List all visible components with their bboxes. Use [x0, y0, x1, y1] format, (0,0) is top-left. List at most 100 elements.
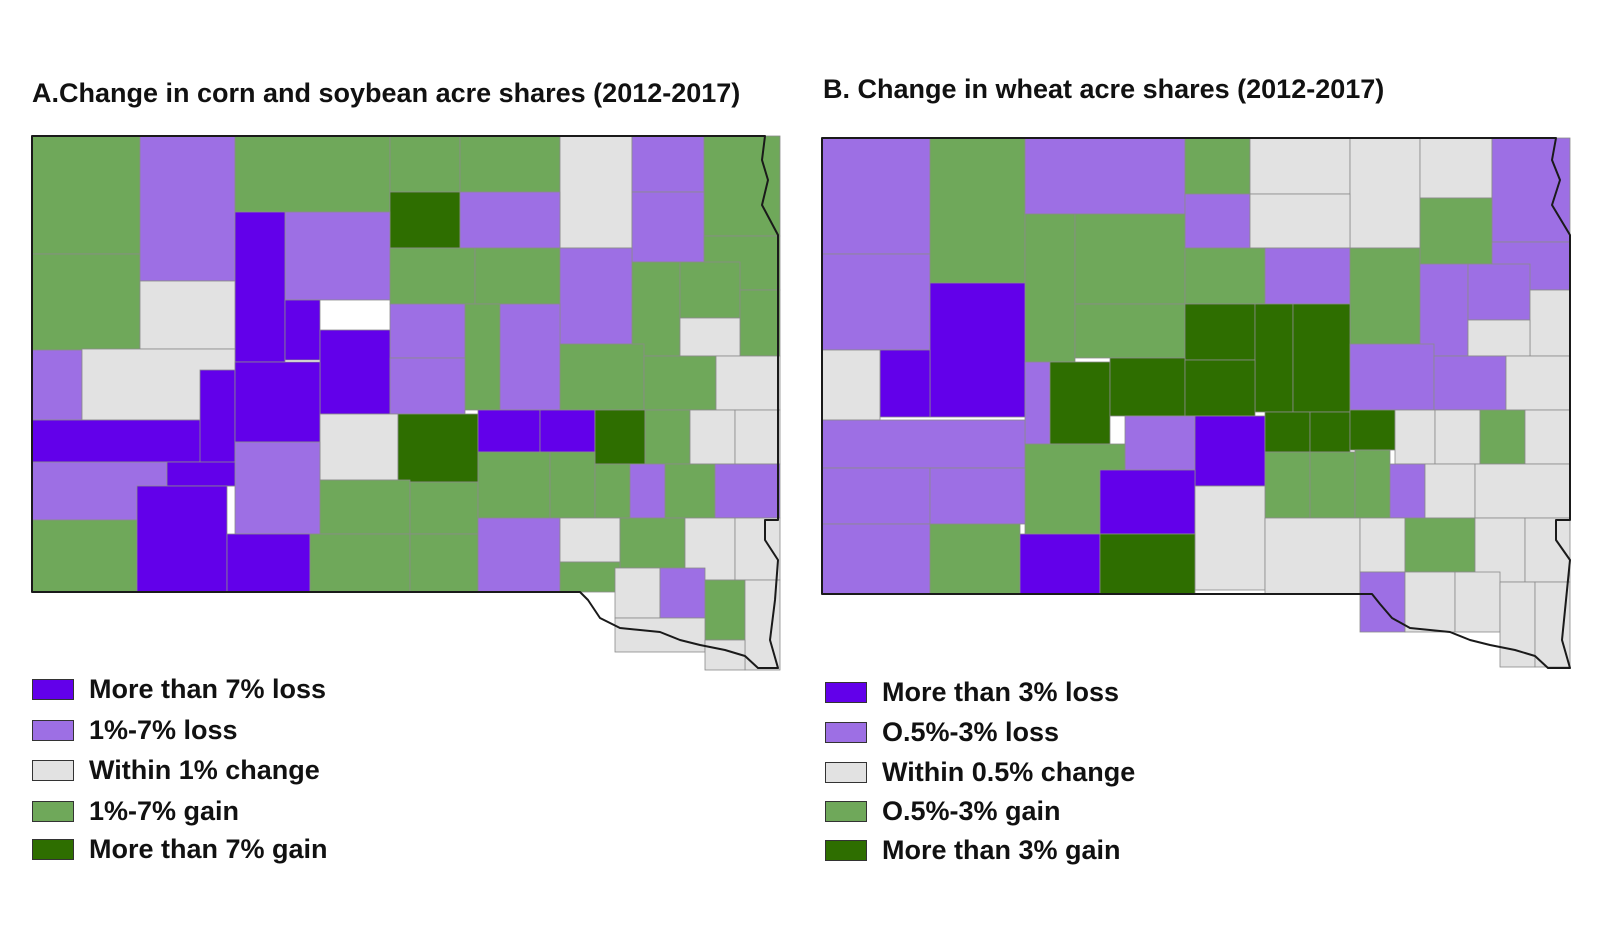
- county: [31, 349, 83, 421]
- county: [1264, 247, 1351, 305]
- legend-item: More than 3% gain: [825, 835, 1121, 865]
- county: [474, 247, 561, 305]
- county: [821, 419, 1026, 469]
- county: [1074, 213, 1186, 305]
- county: [1359, 517, 1406, 573]
- county: [1099, 469, 1196, 535]
- county: [1184, 359, 1256, 417]
- legend-label: More than 3% loss: [882, 676, 1120, 707]
- county: [139, 135, 236, 282]
- county: [1184, 137, 1251, 195]
- legend-label: O.5%-3% gain: [882, 795, 1061, 826]
- county: [1389, 463, 1426, 519]
- county: [929, 523, 1021, 595]
- county: [689, 409, 736, 465]
- county: [31, 519, 138, 593]
- legend-label: More than 7% gain: [89, 833, 328, 864]
- county: [679, 261, 741, 319]
- county: [559, 517, 621, 563]
- county: [409, 533, 479, 593]
- county: [1419, 137, 1493, 199]
- county: [549, 451, 596, 519]
- county: [821, 253, 931, 351]
- county: [704, 579, 746, 641]
- county: [389, 247, 476, 305]
- county: [1024, 361, 1051, 445]
- map-a-counties: [31, 135, 781, 671]
- county: [643, 355, 717, 411]
- county: [1349, 409, 1396, 451]
- legend-swatch: [32, 719, 74, 741]
- county: [929, 467, 1026, 525]
- county: [477, 517, 561, 593]
- county: [234, 361, 321, 443]
- county: [31, 135, 141, 255]
- county: [821, 349, 881, 421]
- county: [1184, 303, 1256, 361]
- county: [1359, 571, 1406, 633]
- legend-item: 1%-7% gain: [32, 796, 239, 826]
- county: [477, 409, 541, 453]
- county: [1349, 137, 1421, 249]
- legend-label: More than 3% gain: [882, 834, 1121, 865]
- legend-item: More than 7% loss: [32, 674, 326, 704]
- county: [1454, 571, 1501, 633]
- county: [1184, 193, 1251, 249]
- county: [136, 485, 228, 593]
- county: [1474, 517, 1526, 583]
- county: [1184, 247, 1266, 305]
- map-b-title: B. Change in wheat acre shares (2012-201…: [823, 74, 1385, 104]
- county: [1394, 409, 1436, 465]
- county: [703, 135, 781, 237]
- county: [1049, 361, 1111, 445]
- legend-swatch: [32, 800, 74, 822]
- legend-item: 1%-7% loss: [32, 715, 238, 745]
- county: [1479, 409, 1526, 465]
- county: [234, 135, 391, 213]
- county: [664, 463, 716, 519]
- map-a: [31, 135, 781, 671]
- legend-swatch: [825, 800, 867, 822]
- county: [1024, 213, 1076, 363]
- county: [319, 329, 391, 415]
- county: [499, 303, 561, 411]
- legend-swatch: [825, 681, 867, 703]
- county: [284, 211, 391, 301]
- county: [1404, 517, 1476, 573]
- legend-swatch: [32, 838, 74, 860]
- county: [389, 135, 461, 197]
- county: [409, 481, 479, 535]
- county: [1474, 463, 1571, 519]
- county: [1099, 533, 1196, 595]
- county: [1019, 533, 1101, 595]
- county: [644, 409, 691, 465]
- county: [1292, 303, 1351, 413]
- county: [1524, 409, 1571, 465]
- legend-swatch: [825, 761, 867, 783]
- county: [1194, 415, 1266, 487]
- county: [166, 461, 238, 487]
- county: [1467, 263, 1531, 321]
- county: [464, 303, 501, 411]
- county: [715, 355, 781, 411]
- county: [1109, 357, 1186, 417]
- map-a-title: A.Change in corn and soybean acre shares…: [32, 78, 741, 108]
- map-a-state-outline: [31, 135, 779, 669]
- county: [614, 567, 661, 619]
- legend-label: 1%-7% loss: [89, 714, 238, 745]
- map-b-state-outline: [821, 137, 1571, 669]
- county: [1424, 463, 1476, 519]
- county: [1419, 197, 1493, 265]
- county: [459, 135, 561, 193]
- legend-label: Within 0.5% change: [882, 756, 1136, 787]
- county: [139, 280, 236, 350]
- county: [1309, 451, 1356, 519]
- county: [929, 137, 1026, 284]
- county: [821, 137, 931, 255]
- county: [929, 282, 1026, 418]
- county: [319, 479, 411, 535]
- legend-label: Within 1% change: [89, 754, 320, 785]
- county: [1505, 355, 1571, 411]
- legend-item: More than 7% gain: [32, 834, 328, 864]
